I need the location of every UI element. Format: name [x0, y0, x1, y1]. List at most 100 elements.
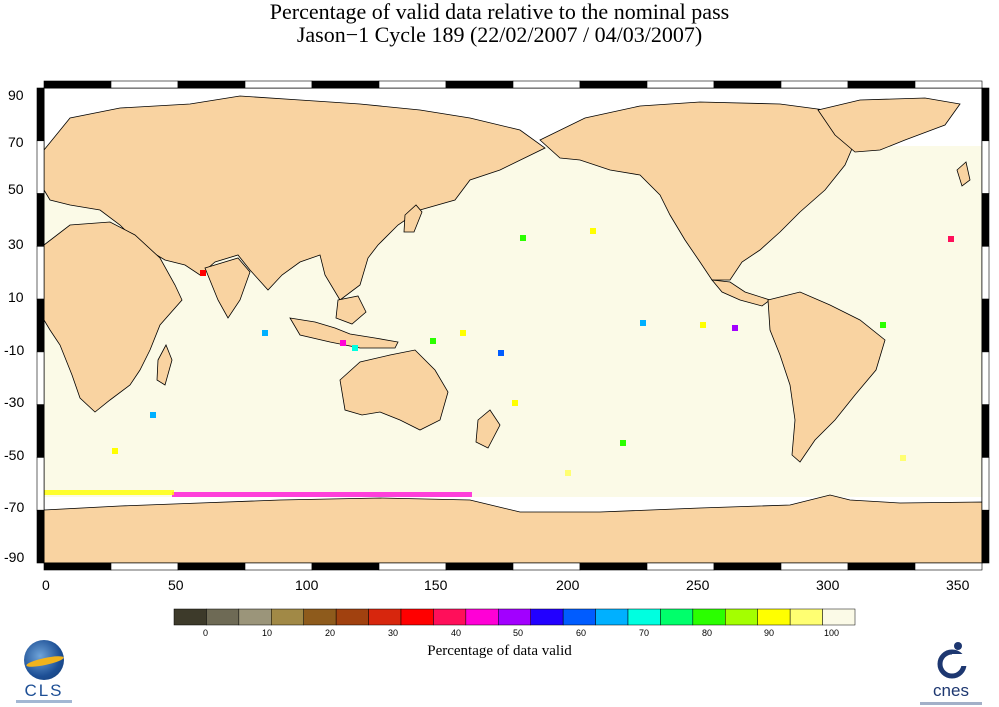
border-segment — [36, 140, 45, 194]
border-segment — [311, 562, 380, 571]
border-segment — [110, 562, 179, 571]
colorbar-swatch — [692, 608, 726, 626]
border-segment — [981, 87, 990, 142]
colorbar-swatch — [627, 608, 661, 626]
y-tick-label: -30 — [4, 394, 24, 410]
data-cell — [460, 330, 466, 336]
data-cell — [700, 322, 706, 328]
colorbar-tick-label: 40 — [451, 628, 461, 638]
data-cells — [44, 228, 954, 497]
colorbar-swatch — [271, 608, 304, 626]
land-greenland — [817, 97, 961, 153]
y-tick-label: 50 — [8, 181, 24, 197]
colorbar-swatch — [238, 608, 272, 626]
y-tick-label: 70 — [8, 134, 24, 150]
border-segment — [981, 298, 990, 353]
border-segment — [981, 246, 990, 300]
border-segment — [512, 562, 581, 571]
land-central-america — [711, 279, 771, 307]
border-segment — [981, 457, 990, 511]
data-cell — [880, 322, 886, 328]
checkered-border — [36, 80, 990, 571]
y-tick-label: -10 — [4, 342, 24, 358]
land-australia — [339, 349, 449, 431]
border-segment — [311, 80, 380, 89]
data-cell — [340, 340, 346, 346]
land-borneo — [335, 295, 367, 325]
title-line-2: Jason−1 Cycle 189 (22/02/2007 / 04/03/20… — [296, 22, 703, 47]
y-tick-label: -50 — [4, 447, 24, 463]
data-cell — [150, 412, 156, 418]
colorbar-swatch — [562, 608, 596, 626]
colorbar-swatch — [433, 608, 467, 626]
border-segment — [847, 80, 916, 89]
colorbar-tick-label: 90 — [764, 628, 774, 638]
border-segment — [713, 80, 782, 89]
cls-globe-icon — [24, 640, 64, 680]
colorbar-tick-label: 20 — [325, 628, 335, 638]
x-tick-label: 300 — [816, 577, 840, 593]
data-cell — [900, 455, 906, 461]
colorbar-swatch — [173, 608, 207, 626]
border-segment — [36, 351, 45, 405]
data-cell — [520, 235, 526, 241]
border-segment — [110, 80, 179, 89]
border-segment — [378, 562, 447, 571]
border-segment — [713, 562, 782, 571]
border-segment — [914, 80, 983, 89]
colorbar-swatch — [368, 608, 402, 626]
border-segment — [646, 562, 715, 571]
border-segment — [244, 562, 313, 571]
border-segment — [981, 404, 990, 458]
border-segment — [36, 509, 45, 564]
data-cell — [430, 338, 436, 344]
colorbar — [173, 608, 856, 626]
y-tick-label: 30 — [8, 236, 24, 252]
colorbar-swatch — [498, 608, 531, 626]
colorbar-swatch — [303, 608, 337, 626]
land-new-zealand — [475, 409, 501, 449]
y-axis-labels: 90 70 50 30 10 -10 -30 -50 -70 -90 — [4, 87, 24, 565]
border-segment — [378, 80, 447, 89]
title-line-1: Percentage of valid data relative to the… — [269, 0, 730, 24]
data-cell — [512, 400, 518, 406]
data-cell — [262, 330, 268, 336]
colorbar-swatch — [465, 608, 499, 626]
border-segment — [43, 80, 112, 89]
colorbar-tick-label: 0 — [203, 628, 208, 638]
chart-title: Percentage of valid data relative to the… — [0, 0, 999, 46]
data-cell — [948, 236, 954, 242]
x-tick-label: 150 — [424, 577, 448, 593]
border-segment — [36, 193, 45, 247]
land-indonesia — [289, 317, 399, 349]
data-cell — [112, 448, 118, 454]
y-tick-label: -70 — [4, 499, 24, 515]
border-segment — [244, 80, 313, 89]
colorbar-swatch — [789, 608, 823, 626]
y-tick-label: 10 — [8, 289, 24, 305]
border-segment — [847, 562, 916, 571]
y-tick-label: -90 — [4, 549, 24, 565]
colorbar-tick-label: 100 — [824, 628, 839, 638]
border-segment — [579, 80, 648, 89]
x-tick-label: 0 — [42, 577, 50, 593]
data-cell — [498, 350, 504, 356]
border-segment — [512, 80, 581, 89]
border-segment — [36, 457, 45, 511]
data-cell — [620, 440, 626, 446]
border-segment — [981, 193, 990, 247]
border-segment — [579, 562, 648, 571]
colorbar-tick-label: 30 — [388, 628, 398, 638]
land-masses — [43, 95, 983, 564]
colorbar-swatch — [822, 608, 856, 626]
border-segment — [780, 562, 849, 571]
border-segment — [981, 351, 990, 405]
border-segment — [36, 404, 45, 458]
cnes-logo-text: cnes — [933, 681, 969, 700]
data-cell — [732, 325, 738, 331]
border-segment — [177, 80, 246, 89]
colorbar-tick-label: 50 — [513, 628, 523, 638]
cls-logo-text: CLS — [24, 681, 64, 700]
colorbar-swatch — [725, 608, 758, 626]
